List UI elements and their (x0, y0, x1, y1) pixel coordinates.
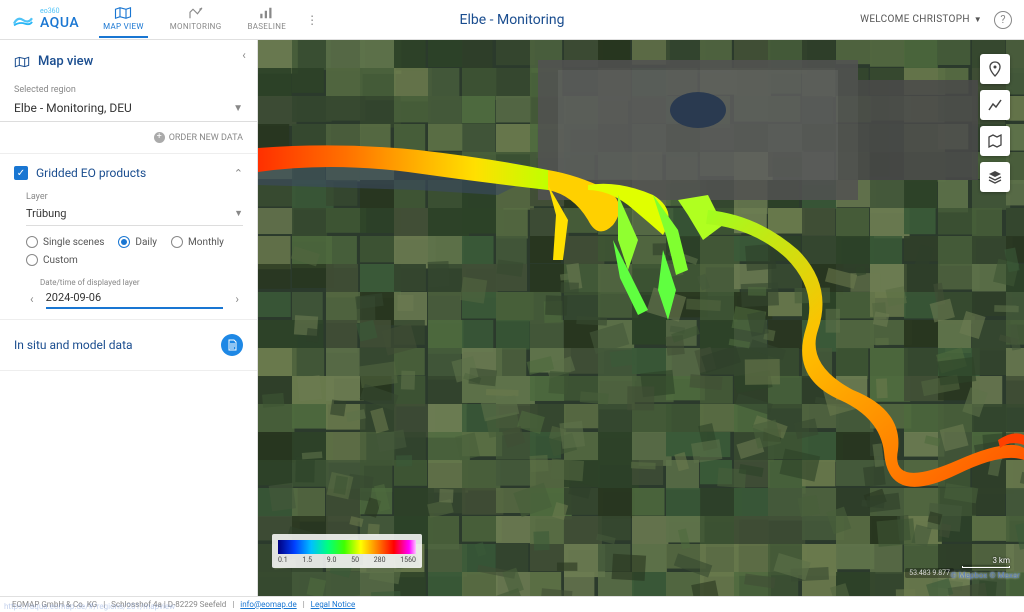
map-controls (980, 54, 1010, 192)
map-icon (14, 55, 30, 69)
order-new-data-button[interactable]: + ORDER NEW DATA (0, 126, 257, 154)
map-icon (987, 133, 1003, 149)
insitu-section-header[interactable]: In situ and model data (0, 320, 257, 371)
nav-tab-baseline[interactable]: BASELINE (243, 2, 290, 37)
baseline-icon (258, 6, 276, 20)
monitoring-icon (187, 6, 205, 20)
radio-custom[interactable]: Custom (26, 254, 243, 266)
radio-daily[interactable]: Daily (118, 236, 157, 248)
region-label: Selected region (0, 79, 257, 97)
map-layers-button[interactable] (980, 162, 1010, 192)
logo-icon (12, 11, 34, 29)
layer-label: Layer (26, 192, 243, 202)
nav-tab-monitoring[interactable]: MONITORING (166, 2, 226, 37)
chevron-down-icon: ▼ (233, 103, 243, 114)
date-prev-button[interactable]: ‹ (26, 290, 38, 308)
sidebar-collapse-button[interactable]: ‹ (235, 46, 253, 64)
document-icon (221, 334, 243, 356)
pin-icon (987, 61, 1003, 77)
date-input[interactable]: 2024-09-06 (46, 289, 224, 309)
help-button[interactable]: ? (994, 11, 1012, 29)
gridded-section-header[interactable]: ✓ Gridded EO products ⌃ (0, 154, 257, 188)
map-chart-button[interactable] (980, 90, 1010, 120)
map-attribution: © Mapbox © Maxar (950, 571, 1020, 580)
satellite-map (258, 40, 1024, 596)
browser-status-url: https://aqua.eomap.de/#/regions/201/mapv… (4, 602, 175, 611)
layer-select[interactable]: Trübung ▼ (26, 204, 243, 226)
nav-tab-map-view[interactable]: MAP VIEW (99, 2, 148, 37)
footer-email-link[interactable]: info@eomap.de (240, 600, 296, 609)
chart-line-icon (987, 97, 1003, 113)
more-menu[interactable]: ⋮ (302, 13, 322, 27)
date-next-button[interactable]: › (231, 290, 243, 308)
colorbar-legend: 0.11.59.0502801560 (272, 534, 422, 568)
panel-title: Map view (0, 40, 257, 79)
brand-text: eo360 AQUA (40, 8, 79, 31)
page-title: Elbe - Monitoring (460, 12, 565, 28)
user-menu[interactable]: WELCOME CHRISTOPH ▼ (860, 14, 982, 25)
scale-bar: 3 km (962, 556, 1010, 568)
radio-monthly[interactable]: Monthly (171, 236, 224, 248)
footer-legal-link[interactable]: Legal Notice (311, 600, 356, 609)
date-label: Date/time of displayed layer (26, 278, 243, 287)
gridded-checkbox[interactable]: ✓ (14, 166, 28, 180)
chevron-up-icon: ⌃ (234, 167, 243, 180)
chevron-down-icon: ▼ (234, 208, 243, 219)
colorbar-gradient (278, 540, 416, 554)
plus-icon: + (154, 132, 165, 143)
map-marker-button[interactable] (980, 54, 1010, 84)
nav-tabs: MAP VIEW MONITORING BASELINE (99, 2, 290, 37)
map-canvas[interactable]: 0.11.59.0502801560 53.483 9.877 3 km © M… (258, 40, 1024, 596)
map-basemap-button[interactable] (980, 126, 1010, 156)
coords-readout: 53.483 9.877 (905, 568, 954, 578)
layers-icon (987, 169, 1003, 185)
topbar: eo360 AQUA MAP VIEW MONITORING BASELINE … (0, 0, 1024, 40)
region-select[interactable]: Elbe - Monitoring, DEU ▼ (0, 97, 257, 122)
map-icon (114, 6, 132, 20)
radio-single-scenes[interactable]: Single scenes (26, 236, 104, 248)
time-resolution-group: Single scenes Daily Monthly Custom (26, 236, 243, 266)
sidebar: ‹ Map view Selected region Elbe - Monito… (0, 40, 258, 596)
brand-logo[interactable]: eo360 AQUA (12, 8, 79, 31)
